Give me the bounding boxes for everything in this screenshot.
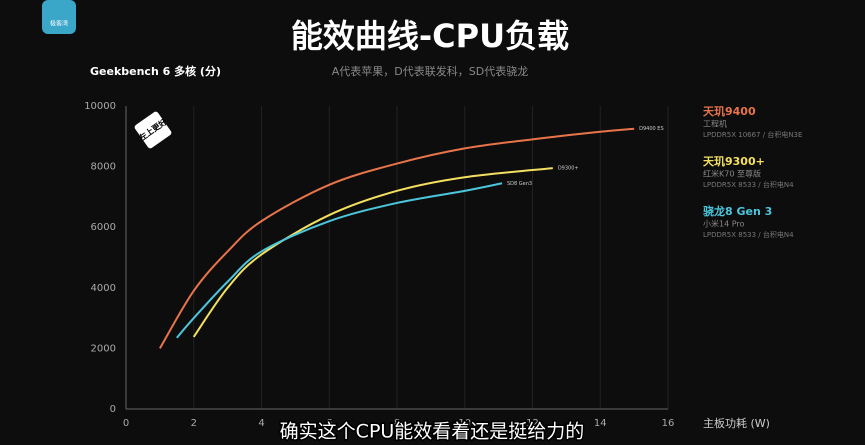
logo-box <box>42 0 76 34</box>
series-line <box>192 167 553 338</box>
x-axis-label: 主板功耗 (W) <box>703 416 770 430</box>
x-tick-label: 16 <box>662 418 675 429</box>
end-label: D9400 ES <box>639 126 664 132</box>
y-tick-label: 8000 <box>91 162 116 173</box>
legend-spec: LPDDR5X 8533 / 台积电N4 <box>703 230 794 239</box>
x-tick-label: 6 <box>326 418 332 429</box>
x-tick-label: 2 <box>191 418 197 429</box>
series-line <box>159 127 635 349</box>
badge-box <box>134 111 172 149</box>
y-tick-label: 6000 <box>91 222 116 233</box>
legend-name: 天玑9300+ <box>703 155 765 168</box>
x-tick-label: 14 <box>594 418 607 429</box>
y-tick-label: 10000 <box>84 101 116 112</box>
legend-name: 天玑9400 <box>703 105 756 118</box>
x-tick-label: 0 <box>123 418 129 429</box>
x-tick-label: 10 <box>458 418 471 429</box>
x-tick-label: 8 <box>394 418 400 429</box>
series-line <box>176 182 503 339</box>
end-label: SD8 Gen3 <box>507 181 532 187</box>
end-label: D9300+ <box>558 166 579 172</box>
legend-spec: LPDDR5X 10667 / 台积电N3E <box>703 130 802 139</box>
y-axis-label: Geekbench 6 多核 (分) <box>90 64 221 78</box>
chart-subtitle: A代表苹果，D代表联发科，SD代表骁龙 <box>332 64 528 78</box>
legend-device: 工程机 <box>703 119 727 129</box>
legend-spec: LPDDR5X 8533 / 台积电N4 <box>703 180 794 189</box>
chart-title: 能效曲线-CPU负载 <box>291 17 569 55</box>
y-tick-label: 2000 <box>91 343 116 354</box>
legend-device: 红米K70 至尊版 <box>703 169 761 179</box>
caption: 确实这个CPU能效看着还是挺给力的 <box>280 421 585 443</box>
x-tick-label: 12 <box>526 418 539 429</box>
x-tick-label: 4 <box>258 418 264 429</box>
y-tick-label: 0 <box>110 404 116 415</box>
logo: 极客湾 <box>50 20 68 28</box>
y-tick-label: 4000 <box>91 283 116 294</box>
legend-name: 骁龙8 Gen 3 <box>703 204 772 218</box>
badge: 左上更好 <box>134 111 172 149</box>
legend-device: 小米14 Pro <box>703 219 745 229</box>
